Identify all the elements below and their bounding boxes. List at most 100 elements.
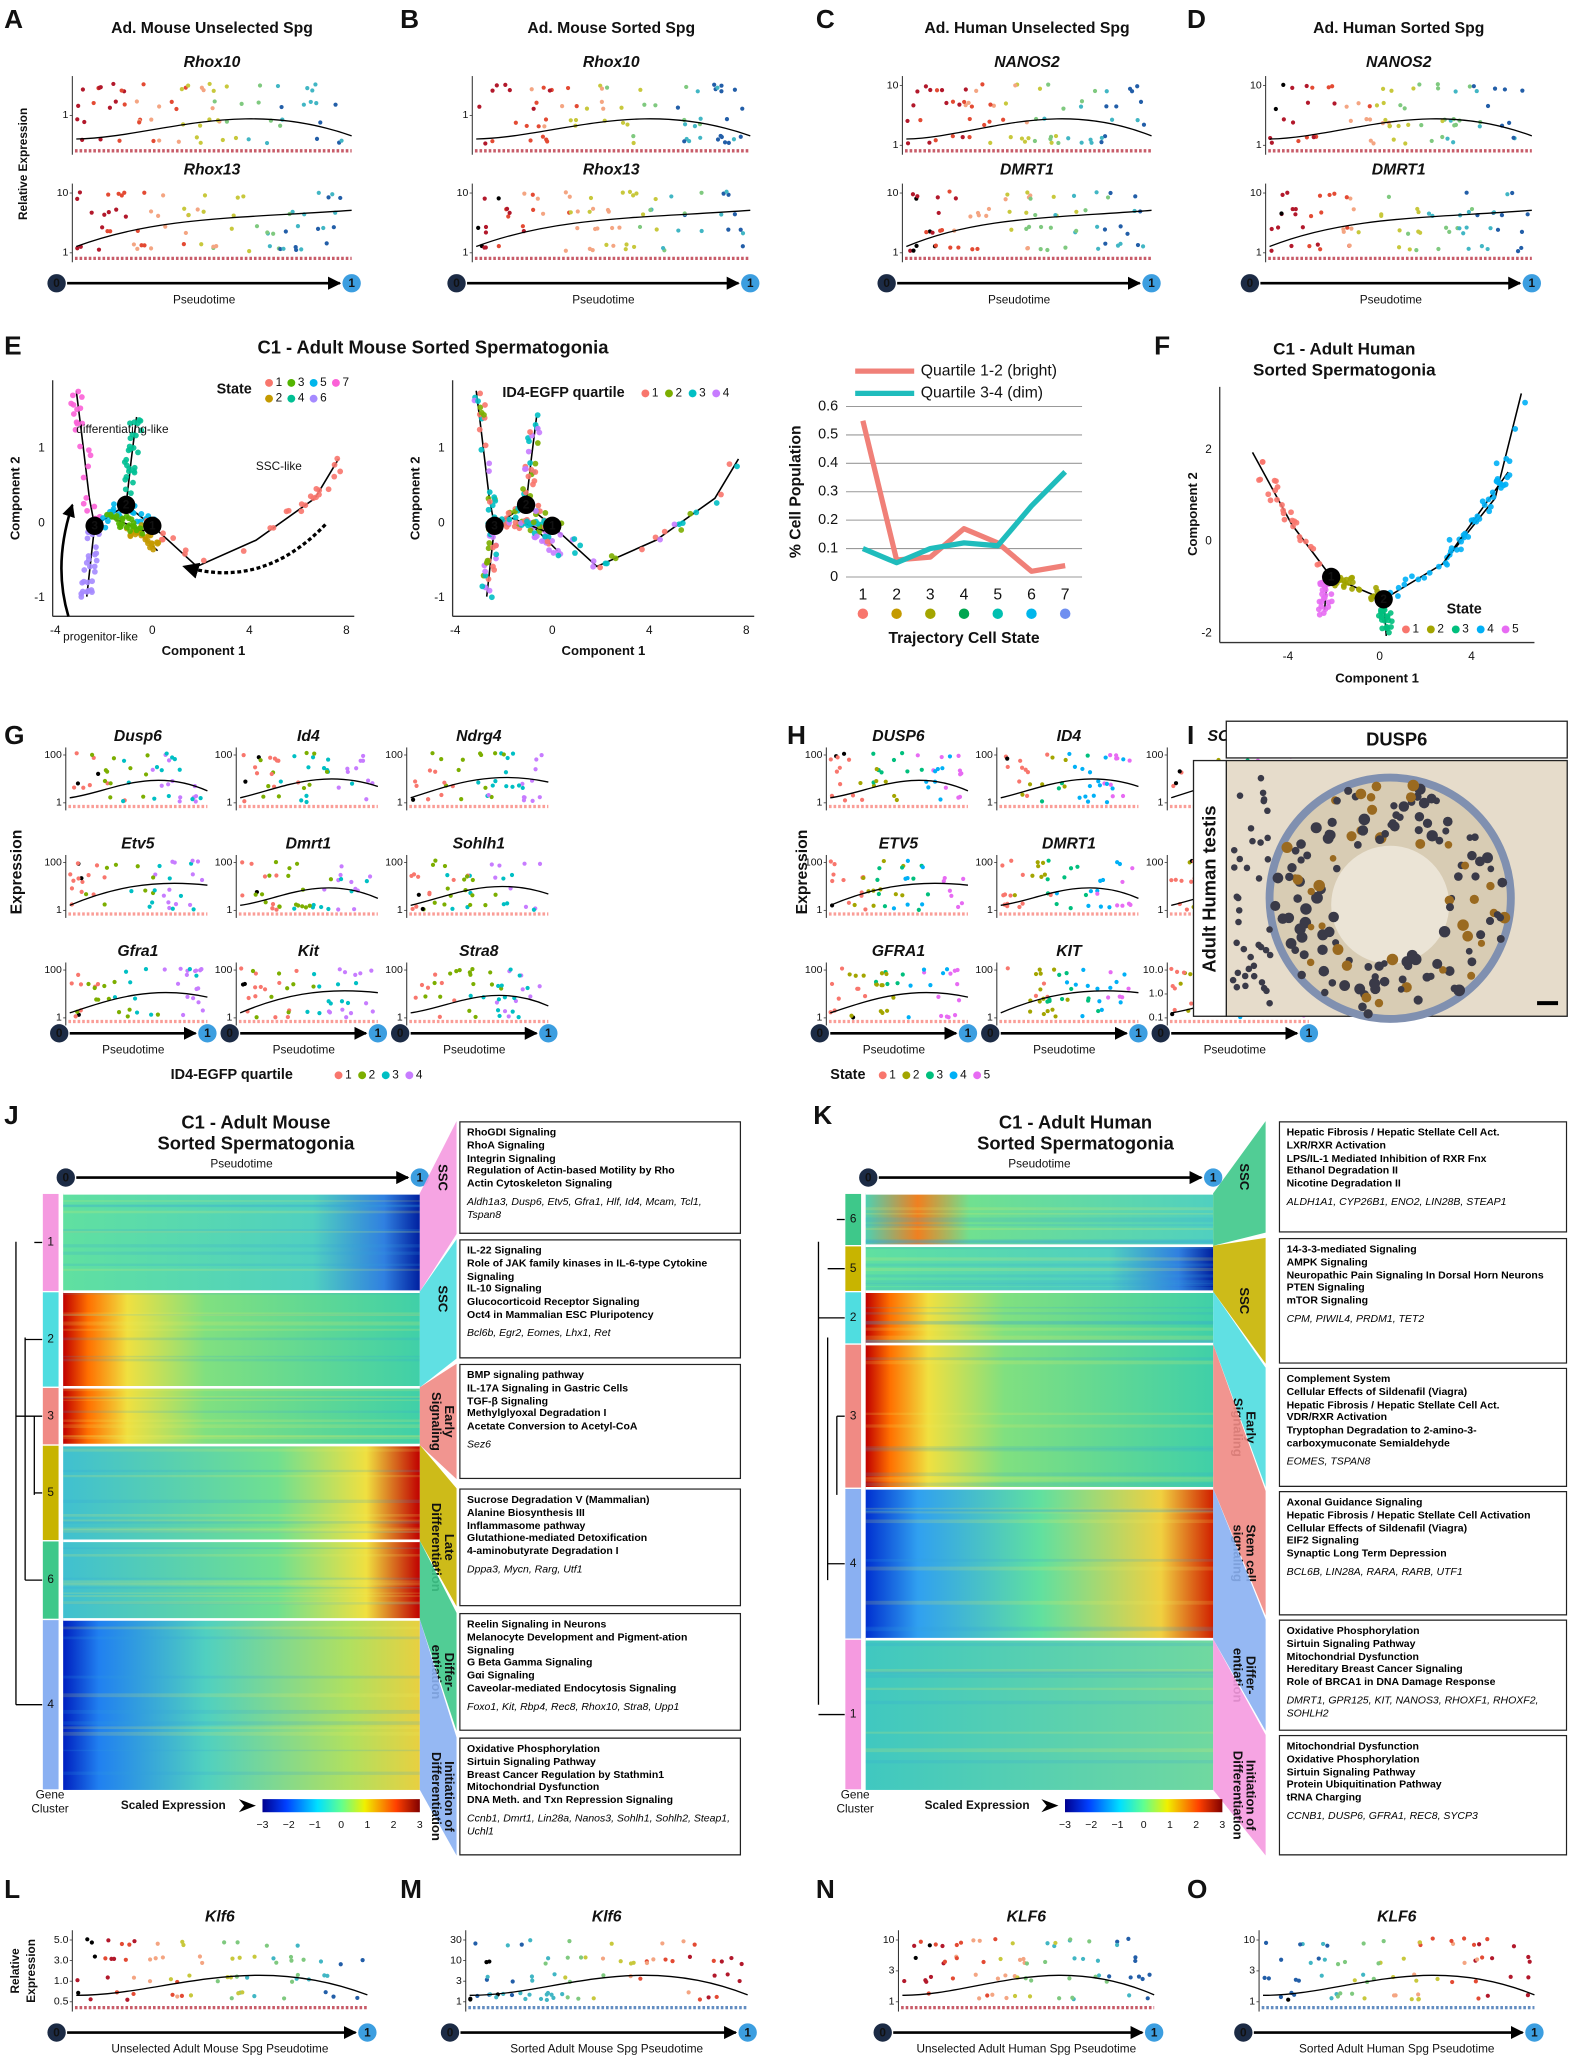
cell-dot — [327, 999, 331, 1003]
cell-dot — [956, 754, 960, 758]
cell-dot — [151, 875, 155, 879]
cell-dot — [157, 104, 161, 108]
pathway-box-frame: Sucrose Degradation V (Mammalian)Alanine… — [459, 1488, 741, 1606]
cell-dot — [413, 779, 417, 783]
cell-dot — [366, 779, 370, 783]
cell-dot — [1119, 1000, 1123, 1004]
node-label: 2 — [1380, 592, 1387, 606]
cell-dot — [514, 121, 518, 125]
cell-dot — [714, 500, 720, 506]
cell-dot — [84, 508, 90, 514]
cell-dot — [170, 1993, 174, 1997]
cell-dot — [1025, 794, 1029, 798]
cell-dot — [90, 1940, 94, 1944]
cell-dot — [871, 752, 875, 756]
y-tick-label: 0.6 — [818, 398, 838, 414]
cell-dot — [1057, 973, 1061, 977]
y-tick-label: 1 — [987, 798, 993, 809]
cell-dot — [533, 767, 537, 771]
cell-dot — [160, 530, 166, 536]
cell-dot — [739, 135, 743, 139]
cell-dot — [135, 450, 141, 456]
cell-dot — [90, 211, 94, 215]
pathway: PTEN Signaling — [1287, 1281, 1560, 1294]
cell-dot — [1353, 1978, 1357, 1982]
cell-dot — [433, 770, 437, 774]
heatmap-stripe — [63, 1578, 420, 1580]
heatmap-stripe — [866, 1669, 1213, 1672]
x-axis-label: Unselected Adult Human Spg Pseudotime — [916, 2042, 1136, 2056]
cell-dot — [532, 107, 536, 111]
cell-dot — [487, 588, 493, 594]
cell-dot — [346, 1001, 350, 1005]
panel-title: Sorted Spermatogonia — [1253, 361, 1436, 380]
x-axis-label: Pseudotime — [572, 292, 635, 306]
cell-dot — [1027, 225, 1031, 229]
cell-dot — [80, 890, 84, 894]
y-tick-label: 100 — [44, 857, 62, 868]
cell-dot — [1373, 585, 1379, 591]
pathway: Mitochondrial Dysfunction — [467, 1781, 733, 1794]
cell-dot — [923, 1978, 927, 1982]
cell-dot — [502, 752, 506, 756]
cell-dot — [1104, 104, 1108, 108]
pathway: RhoGDI Signaling — [467, 1126, 733, 1139]
cell-dot — [894, 892, 898, 896]
cell-dot — [1356, 101, 1360, 105]
cell-dot — [503, 83, 507, 87]
cell-dot — [260, 892, 264, 896]
cell-dot — [604, 243, 608, 247]
gene-label: DMRT1 — [1000, 162, 1054, 179]
cell-dot — [324, 1990, 328, 1994]
cell-dot — [286, 1015, 290, 1019]
cell-dot — [1409, 573, 1415, 579]
cell-dot — [274, 908, 278, 912]
cell-dot — [624, 242, 628, 246]
cell-dot — [295, 862, 299, 866]
y-tick-label: 1 — [893, 248, 899, 259]
cell-dot — [178, 795, 182, 799]
cell-dot — [724, 190, 728, 194]
legend-title: ID4-EGFP quartile — [502, 385, 624, 401]
cell-dot — [1526, 1975, 1530, 1979]
category-dot — [925, 608, 935, 618]
cell-dot — [1099, 905, 1103, 909]
cell-dot — [1017, 905, 1021, 909]
colorbar-tick: 0 — [1141, 1820, 1147, 1831]
cell-dot — [350, 782, 354, 786]
nucleus — [1273, 873, 1284, 884]
cell-dot — [964, 87, 968, 91]
nucleus — [1297, 971, 1305, 979]
start-label: 0 — [53, 2025, 60, 2039]
cell-dot — [329, 877, 333, 881]
cell-dot — [1119, 224, 1123, 228]
cell-dot — [977, 1996, 981, 2000]
y-tick-label: 1 — [56, 798, 62, 809]
cell-dot — [531, 208, 535, 212]
y-tick-label: 3.0 — [54, 1955, 69, 1966]
cell-dot — [338, 873, 342, 877]
cell-dot — [157, 138, 161, 142]
cell-dot — [482, 402, 488, 408]
cell-dot — [924, 84, 928, 88]
cell-dot — [338, 967, 342, 971]
cell-dot — [1030, 874, 1034, 878]
cell-dot — [1086, 904, 1090, 908]
cell-dot — [1089, 141, 1093, 145]
cell-dot — [296, 1973, 300, 1977]
nucleus — [1257, 839, 1264, 846]
cell-dot — [1345, 195, 1349, 199]
panel-letter: G — [4, 720, 24, 750]
cell-dot — [1038, 968, 1042, 972]
nucleus — [1287, 863, 1296, 872]
nucleus — [1233, 940, 1240, 947]
cell-dot — [1519, 246, 1523, 250]
cell-dot — [327, 1009, 331, 1013]
panel-title: Ad. Human Unselected Spg — [924, 20, 1129, 37]
cell-dot — [1141, 1977, 1145, 1981]
cell-dot — [1490, 1956, 1494, 1960]
cell-dot — [94, 558, 100, 564]
nucleus — [1241, 946, 1248, 953]
cell-dot — [358, 971, 362, 975]
